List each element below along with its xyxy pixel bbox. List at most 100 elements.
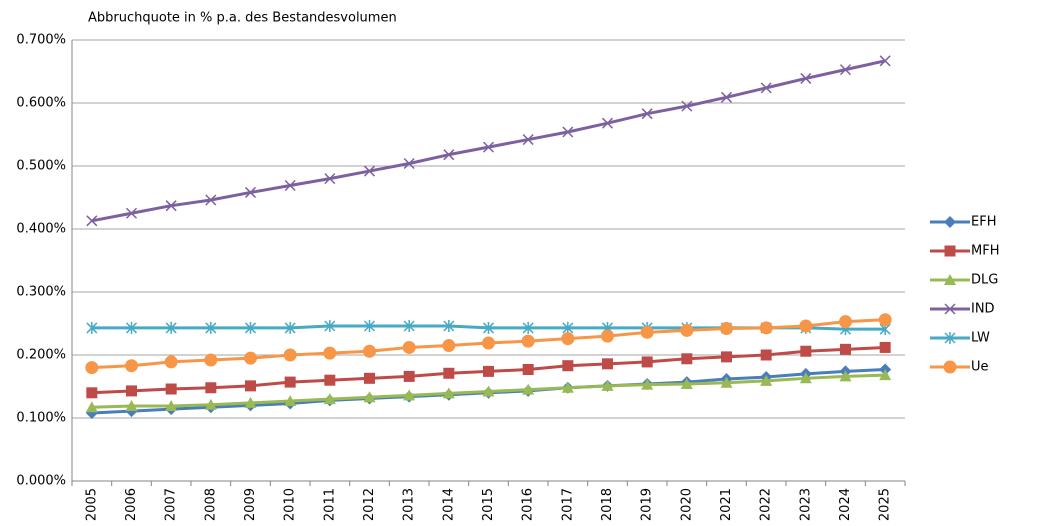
point-marker: [403, 320, 415, 333]
point-marker: [680, 377, 693, 389]
x-tick-label: 2019: [640, 488, 655, 521]
point-marker: [402, 340, 416, 354]
point-marker: [443, 320, 455, 333]
point-marker: [363, 344, 376, 358]
x-tick-label: 2006: [124, 488, 139, 521]
x-tick-label: 2017: [560, 488, 575, 521]
y-tick-label: 0.100%: [16, 411, 66, 426]
x-tick-label: 2021: [719, 488, 734, 521]
point-marker: [164, 355, 178, 369]
point-marker: [244, 351, 257, 365]
point-marker: [561, 381, 574, 393]
point-marker: [205, 382, 217, 394]
point-marker: [245, 380, 256, 392]
point-marker: [443, 367, 455, 379]
y-tick-label: 0.200%: [16, 348, 66, 363]
point-marker: [799, 372, 812, 384]
point-marker: [522, 134, 534, 146]
point-marker: [760, 374, 773, 386]
point-marker: [364, 372, 375, 384]
legend-marker: [944, 216, 956, 228]
point-marker: [204, 353, 218, 367]
point-marker: [522, 383, 535, 395]
point-marker: [86, 387, 98, 399]
legend-label: IND: [971, 302, 995, 317]
point-marker: [681, 353, 693, 365]
legend-marker: [944, 245, 956, 257]
point-marker: [443, 149, 455, 161]
point-marker: [680, 323, 694, 337]
x-tick-label: 2014: [441, 488, 456, 521]
x-tick-label: 2012: [362, 488, 377, 521]
point-marker: [721, 351, 732, 363]
point-marker: [85, 361, 99, 375]
point-marker: [324, 374, 336, 386]
point-marker: [482, 336, 495, 350]
x-tick-label: 2010: [283, 488, 298, 521]
point-marker: [284, 376, 296, 388]
point-marker: [244, 186, 257, 198]
point-marker: [562, 321, 574, 334]
point-marker: [125, 207, 138, 219]
point-marker: [204, 398, 217, 410]
point-marker: [165, 383, 177, 395]
point-marker: [720, 322, 733, 336]
point-marker: [799, 319, 813, 333]
point-marker: [482, 141, 495, 153]
point-marker: [482, 385, 495, 397]
point-marker: [522, 321, 534, 334]
legend-marker: [943, 360, 957, 374]
y-tick-label: 0.700%: [16, 33, 66, 48]
x-tick-label: 2016: [521, 488, 536, 521]
point-marker: [125, 400, 138, 412]
x-tick-label: 2005: [84, 488, 99, 521]
point-marker: [641, 356, 653, 368]
y-tick-label: 0.500%: [16, 159, 66, 174]
point-marker: [244, 396, 257, 408]
point-marker: [839, 315, 852, 329]
point-marker: [403, 157, 415, 170]
point-marker: [165, 200, 177, 212]
point-marker: [839, 370, 852, 382]
point-marker: [601, 379, 614, 391]
point-marker: [641, 108, 653, 120]
point-marker: [205, 321, 217, 334]
point-marker: [126, 385, 137, 397]
chart-title: Abbruchquote in % p.a. des Bestandesvolu…: [88, 11, 397, 26]
point-marker: [125, 359, 138, 373]
point-marker: [442, 387, 455, 399]
legend-marker: [944, 332, 956, 344]
y-tick-label: 0.600%: [16, 96, 66, 111]
point-marker: [324, 320, 336, 333]
point-marker: [720, 376, 733, 388]
series-line: [91, 59, 886, 223]
legend-label: EFH: [971, 215, 996, 230]
point-marker: [323, 346, 337, 360]
x-tick-label: 2008: [203, 488, 218, 521]
point-marker: [205, 194, 217, 206]
x-tick-label: 2018: [600, 488, 615, 521]
point-marker: [284, 394, 297, 406]
point-marker: [759, 321, 773, 335]
point-marker: [879, 369, 892, 381]
point-marker: [602, 358, 613, 370]
point-marker: [879, 55, 891, 67]
point-marker: [86, 321, 98, 334]
point-marker: [363, 320, 376, 333]
x-tick-label: 2020: [679, 488, 694, 521]
point-marker: [284, 321, 296, 334]
x-tick-label: 2011: [322, 488, 337, 521]
point-marker: [562, 126, 574, 138]
point-marker: [165, 400, 178, 412]
y-tick-label: 0.300%: [16, 285, 66, 300]
point-marker: [601, 329, 614, 343]
point-marker: [760, 82, 772, 94]
point-marker: [879, 341, 891, 353]
legend-marker: [944, 274, 956, 285]
x-tick-label: 2024: [838, 488, 853, 521]
point-marker: [442, 339, 456, 353]
x-tick-label: 2025: [878, 488, 893, 521]
point-marker: [800, 345, 812, 357]
point-marker: [125, 321, 138, 334]
legend-label: Ue: [971, 360, 989, 375]
